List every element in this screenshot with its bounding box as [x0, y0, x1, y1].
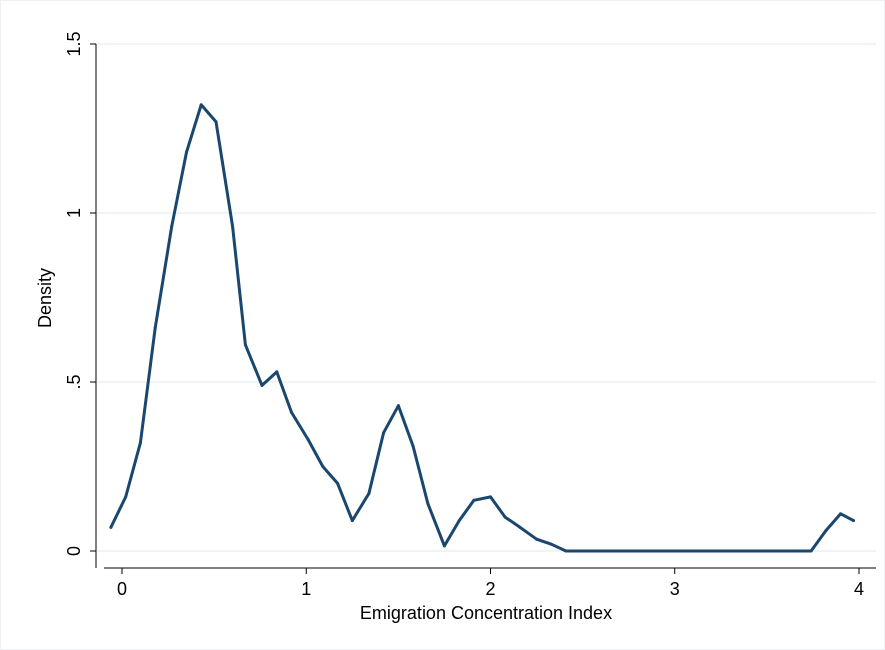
data-point-15 [336, 481, 340, 485]
data-point-11 [275, 370, 279, 374]
data-point-32 [809, 549, 813, 553]
data-point-24 [472, 498, 476, 502]
data-point-14 [321, 465, 325, 468]
data-point-25 [489, 495, 492, 499]
data-point-7 [214, 120, 218, 124]
data-point-9 [243, 343, 247, 347]
density-line [109, 103, 855, 553]
y-axis-title: Density [35, 268, 55, 328]
x-tick-label-1: 1 [301, 579, 311, 599]
x-axis-ticks: 0 1 2 3 4 [117, 568, 864, 599]
data-points [109, 103, 855, 553]
x-axis-title: Emigration Concentration Index [360, 603, 612, 623]
y-tick-label-3: 1.5 [64, 31, 84, 56]
data-point-0 [109, 525, 113, 529]
data-point-3 [153, 326, 157, 330]
x-tick-label-2: 2 [485, 579, 495, 599]
data-point-10 [260, 383, 264, 387]
x-tick-label-0: 0 [117, 579, 127, 599]
data-point-8 [231, 225, 235, 229]
data-point-34 [839, 512, 843, 516]
data-point-31 [581, 549, 585, 553]
data-point-35 [851, 519, 855, 523]
y-tick-label-1: .5 [64, 374, 84, 389]
data-point-29 [549, 542, 553, 546]
y-tick-label-2: 1 [64, 208, 84, 218]
x-tick-label-4: 4 [854, 579, 864, 599]
data-point-12 [290, 410, 294, 414]
x-tick-label-3: 3 [670, 579, 680, 599]
data-point-2 [138, 441, 142, 445]
data-point-30 [564, 549, 568, 553]
data-point-26 [503, 515, 507, 519]
data-point-6 [199, 103, 203, 107]
data-point-16 [350, 519, 354, 523]
y-axis-ticks: 0 .5 1 1.5 [64, 31, 96, 556]
data-point-5 [184, 150, 188, 154]
data-point-20 [411, 444, 415, 448]
data-point-13 [306, 437, 310, 441]
data-point-4 [170, 225, 174, 229]
data-point-17 [367, 492, 371, 496]
data-point-1 [124, 495, 128, 499]
data-point-27 [518, 525, 522, 529]
y-tick-label-0: 0 [64, 546, 84, 556]
data-point-19 [396, 404, 400, 408]
data-point-21 [426, 502, 430, 506]
data-point-22 [442, 544, 446, 548]
data-point-33 [824, 529, 828, 533]
data-point-23 [457, 519, 461, 523]
data-point-28 [535, 537, 539, 541]
data-point-18 [382, 431, 386, 435]
